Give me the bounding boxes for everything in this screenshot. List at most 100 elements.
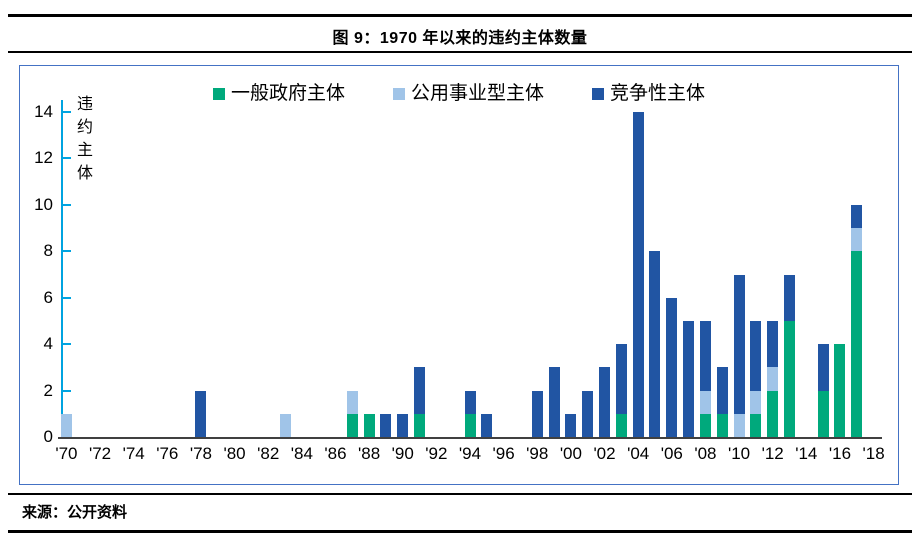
bar-segment-2000-competitive <box>565 413 577 437</box>
x-axis-tick-label: '80 <box>223 444 246 463</box>
x-axis-tick-label: '12 <box>761 444 784 463</box>
bar-segment-2015-general-government <box>817 390 829 437</box>
plot-area: 违约主体 0 2 4 6 8 10 12 14 '70 '72 '74 '76 '78 '80 '82 '8… <box>20 66 898 484</box>
bar-segment-1999-competitive <box>548 367 560 437</box>
bar-segment-1987-public-utility <box>346 390 358 414</box>
bottom-rule <box>8 530 912 533</box>
bar-segment-2017-general-government <box>851 251 863 437</box>
chart-legend: 一般政府主体 公用事业型主体 竞争性主体 <box>20 84 898 103</box>
legend-swatch-general-government-icon <box>212 87 225 100</box>
bar-segment-1995-competitive <box>481 413 493 437</box>
legend-item-general-government: 一般政府主体 <box>212 83 345 104</box>
bar-segment-2012-general-government <box>767 390 779 437</box>
x-axis-tick-label: '16 <box>828 444 852 463</box>
y-axis-tick-label: 8 <box>43 241 53 261</box>
bar-segment-2006-competitive <box>666 297 678 437</box>
x-axis-tick-label: '86 <box>324 444 347 463</box>
bar-segment-2016-general-government <box>834 344 846 437</box>
x-axis-tick-label: '98 <box>526 444 549 463</box>
x-axis-tick-label: '74 <box>122 444 145 463</box>
bar-segment-1994-general-government <box>464 413 476 437</box>
x-axis-tick-label: '92 <box>425 444 448 463</box>
legend-label-public-utility: 公用事业型主体 <box>410 83 544 104</box>
legend-swatch-public-utility-icon <box>392 87 405 100</box>
x-axis-tick-label: '90 <box>391 444 414 463</box>
y-tick <box>63 343 71 346</box>
bar-segment-2009-general-government <box>716 413 728 437</box>
x-axis-tick-label: '10 <box>727 444 751 463</box>
x-axis-tick-label: '96 <box>492 444 515 463</box>
bar-segment-1991-competitive <box>414 367 426 414</box>
bar-segment-2015-competitive <box>817 344 829 391</box>
chart-panel: 一般政府主体 公用事业型主体 竞争性主体 违约主体 0 2 4 6 8 10 12 14 '7… <box>19 65 899 485</box>
legend-label-general-government: 一般政府主体 <box>230 83 345 104</box>
bar-segment-2011-general-government <box>750 413 762 437</box>
bar-segment-2010-competitive <box>733 274 745 414</box>
bar-segment-1970-public-utility <box>60 413 72 437</box>
y-tick <box>63 203 71 206</box>
bar-segment-1998-competitive <box>531 390 543 437</box>
bar-segment-2007-competitive <box>683 320 695 437</box>
bar-segment-2008-public-utility <box>699 390 711 414</box>
x-axis-line <box>58 437 882 439</box>
legend-label-competitive: 竞争性主体 <box>610 83 706 104</box>
y-tick <box>63 296 71 299</box>
x-axis-tick-label: '08 <box>694 444 717 463</box>
bar-segment-1987-general-government <box>346 413 358 437</box>
x-axis-tick-label: '88 <box>358 444 381 463</box>
y-axis-tick-label: 2 <box>43 380 53 400</box>
legend-swatch-competitive-icon <box>592 87 604 100</box>
x-axis-tick-label: '70 <box>55 444 78 463</box>
bar-segment-1990-competitive <box>397 413 409 437</box>
legend-item-public-utility: 公用事业型主体 <box>392 83 544 104</box>
figure-title: 图 9：1970 年以来的违约主体数量 <box>332 30 588 47</box>
y-axis-tick-label: 14 <box>34 102 53 121</box>
bar-segment-2013-competitive <box>784 274 795 321</box>
x-axis-tick-label: '18 <box>862 444 885 463</box>
bar-segment-2012-competitive <box>767 320 779 368</box>
bar-segment-1991-general-government <box>414 413 426 437</box>
bar-segment-1983-public-utility <box>279 413 291 437</box>
bar-segment-2011-public-utility <box>750 390 762 414</box>
bar-segment-2002-competitive <box>599 367 611 437</box>
bar-segment-2001-competitive <box>582 390 594 437</box>
bar-segment-2013-general-government <box>784 320 795 437</box>
y-tick <box>63 250 71 253</box>
y-axis-title: 违约主体 <box>77 96 94 182</box>
source-top-rule <box>8 493 912 495</box>
y-axis-tick-label: 0 <box>43 427 53 446</box>
bar-segment-1994-competitive <box>464 390 476 414</box>
x-axis-tick-label: '82 <box>257 444 280 463</box>
bar-segment-2009-competitive <box>716 367 728 414</box>
bar-segment-1988-general-government <box>363 413 375 437</box>
y-axis-tick-label: 12 <box>34 148 53 168</box>
x-axis-tick-label: '94 <box>458 444 482 463</box>
x-axis-tick-label: '02 <box>593 444 616 463</box>
x-axis-tick-label: '14 <box>795 444 818 463</box>
x-axis-tick-label: '06 <box>660 444 683 463</box>
y-tick <box>63 111 71 113</box>
x-axis-tick-label: '00 <box>559 444 582 463</box>
y-tick <box>63 157 71 160</box>
x-axis-tick-label: '84 <box>290 444 313 463</box>
bar-segment-2010-public-utility <box>733 413 745 437</box>
bar-segment-2008-general-government <box>699 413 711 437</box>
bar-segment-2011-competitive <box>750 320 762 391</box>
top-rule <box>8 14 912 17</box>
y-axis-tick-label: 4 <box>43 334 53 354</box>
bar-segment-2003-competitive <box>615 344 627 414</box>
bar-segment-2003-general-government <box>615 413 627 437</box>
y-axis-line <box>61 100 63 437</box>
y-tick <box>63 389 71 392</box>
bar-segment-2012-public-utility <box>767 367 779 391</box>
y-axis-tick-label: 6 <box>43 287 53 307</box>
bar-segment-2017-competitive <box>851 204 863 229</box>
legend-item-competitive: 竞争性主体 <box>592 84 705 103</box>
x-axis-tick-label: '72 <box>88 444 112 463</box>
bar-segment-1989-competitive <box>380 413 392 437</box>
x-axis-tick-label: '78 <box>189 444 213 463</box>
x-axis-tick-label: '76 <box>156 444 179 463</box>
y-axis-tick-label: 10 <box>34 194 53 214</box>
source-text: 来源：公开资料 <box>22 504 128 521</box>
